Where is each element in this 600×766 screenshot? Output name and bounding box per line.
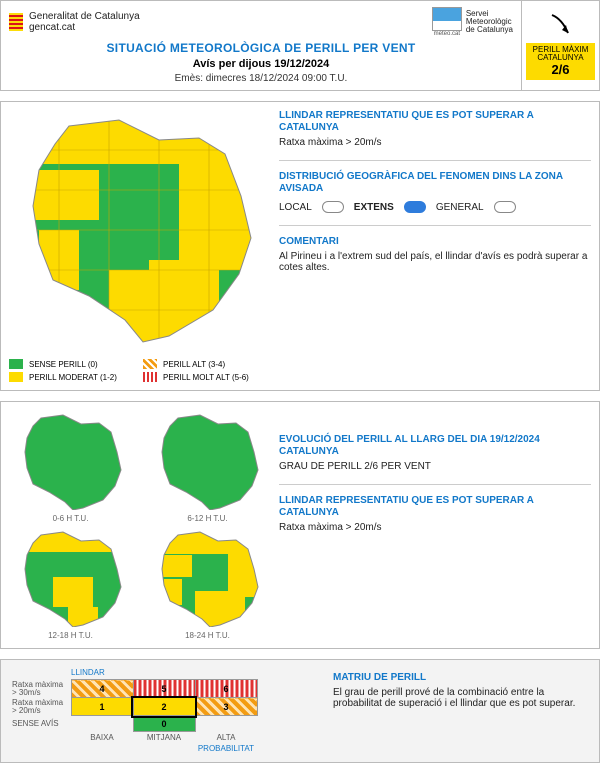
matrix-text: El grau de perill prové de la combinació…	[333, 687, 591, 709]
emitted-line: Emès: dimecres 18/12/2024 09:00 T.U.	[9, 73, 513, 84]
page-title: SITUACIÓ METEOROLÒGICA DE PERILL PER VEN…	[9, 41, 513, 55]
separator	[279, 160, 591, 161]
mini-map-0: 0-6 H T.U.	[9, 410, 132, 523]
org-text: Generalitat de Catalunya gencat.cat	[29, 11, 140, 33]
dist-extens: EXTENS	[354, 202, 394, 213]
meteo-logo-icon: meteo.cat	[432, 7, 462, 37]
info-column: LLINDAR REPRESENTATIU QUE ES POT SUPERAR…	[279, 110, 591, 382]
catalonia-map	[9, 110, 269, 350]
dist-general-pill	[494, 201, 516, 213]
service-text: Servei Meteorològic de Catalunya	[466, 10, 513, 34]
panel-main: SENSE PERILL (0) PERILL ALT (3-4) PERILL…	[0, 101, 600, 391]
title-block: SITUACIÓ METEOROLÒGICA DE PERILL PER VEN…	[9, 41, 513, 84]
dist-general: GENERAL	[436, 202, 484, 213]
dist-extens-pill	[404, 201, 426, 213]
header: Generalitat de Catalunya gencat.cat mete…	[0, 0, 600, 91]
org-line2: gencat.cat	[29, 22, 140, 33]
mini-maps: 0-6 H T.U. 6-12 H T.U. 12-18 H T.U. 18-2…	[9, 410, 269, 640]
mini-map-3: 18-24 H T.U.	[146, 527, 269, 640]
org-right: meteo.cat Servei Meteorològic de Catalun…	[432, 7, 513, 37]
header-main: Generalitat de Catalunya gencat.cat mete…	[1, 1, 521, 90]
dist-title: DISTRIBUCIÓ GEOGRÀFICA DEL FENOMEN DINS …	[279, 171, 591, 195]
map-column: SENSE PERILL (0) PERILL ALT (3-4) PERILL…	[9, 110, 269, 382]
panel-matrix: LLINDAR Ratxa màxima > 30m/s 4 5 6 Ratxa…	[0, 659, 600, 763]
org-line1: Generalitat de Catalunya	[29, 11, 140, 22]
evol-text: GRAU DE PERILL 2/6 PER VENT	[279, 461, 591, 472]
dist-local: LOCAL	[279, 202, 312, 213]
mini-map-2: 12-18 H T.U.	[9, 527, 132, 640]
org-row: Generalitat de Catalunya gencat.cat mete…	[9, 7, 513, 37]
threshold-text: Ratxa màxima > 20m/s	[279, 137, 591, 148]
matrix-title: MATRIU DE PERILL	[333, 672, 591, 684]
separator	[279, 225, 591, 226]
separator	[279, 484, 591, 485]
header-side: PERILL MÀXIM CATALUNYA 2/6	[521, 1, 599, 90]
panel-evolution: 0-6 H T.U. 6-12 H T.U. 12-18 H T.U. 18-2…	[0, 401, 600, 649]
level-number: 2/6	[528, 63, 593, 77]
threshold-text-2: Ratxa màxima > 20m/s	[279, 522, 591, 533]
matrix-llindar: LLINDAR	[9, 668, 319, 677]
legend-swatch-yellow	[9, 372, 23, 382]
dist-row: LOCAL EXTENS GENERAL	[279, 201, 591, 213]
comment-title: COMENTARI	[279, 236, 591, 248]
matrix-left: LLINDAR Ratxa màxima > 30m/s 4 5 6 Ratxa…	[9, 668, 319, 754]
matrix-table: Ratxa màxima > 30m/s 4 5 6 Ratxa màxima …	[9, 679, 258, 754]
threshold-title: LLINDAR REPRESENTATIU QUE ES POT SUPERAR…	[279, 110, 591, 134]
legend: SENSE PERILL (0) PERILL ALT (3-4) PERILL…	[9, 359, 269, 382]
evol-title: EVOLUCIÓ DEL PERILL AL LLARG DEL DIA 19/…	[279, 434, 591, 458]
dist-local-pill	[322, 201, 344, 213]
wind-arrow-icon	[546, 11, 576, 41]
evolution-info: EVOLUCIÓ DEL PERILL AL LLARG DEL DIA 19/…	[279, 410, 591, 640]
legend-swatch-orange	[143, 359, 157, 369]
org-left: Generalitat de Catalunya gencat.cat	[9, 11, 140, 33]
legend-swatch-green	[9, 359, 23, 369]
mini-map-1: 6-12 H T.U.	[146, 410, 269, 523]
matrix-right: MATRIU DE PERILL El grau de perill prové…	[333, 668, 591, 754]
page-subtitle: Avís per dijous 19/12/2024	[9, 58, 513, 70]
comment-text: Al Pirineu i a l'extrem sud del país, el…	[279, 251, 591, 273]
threshold-title-2: LLINDAR REPRESENTATIU QUE ES POT SUPERAR…	[279, 495, 591, 519]
gencat-flag-icon	[9, 13, 23, 31]
level-box: PERILL MÀXIM CATALUNYA 2/6	[526, 43, 595, 81]
legend-swatch-red	[143, 372, 157, 382]
